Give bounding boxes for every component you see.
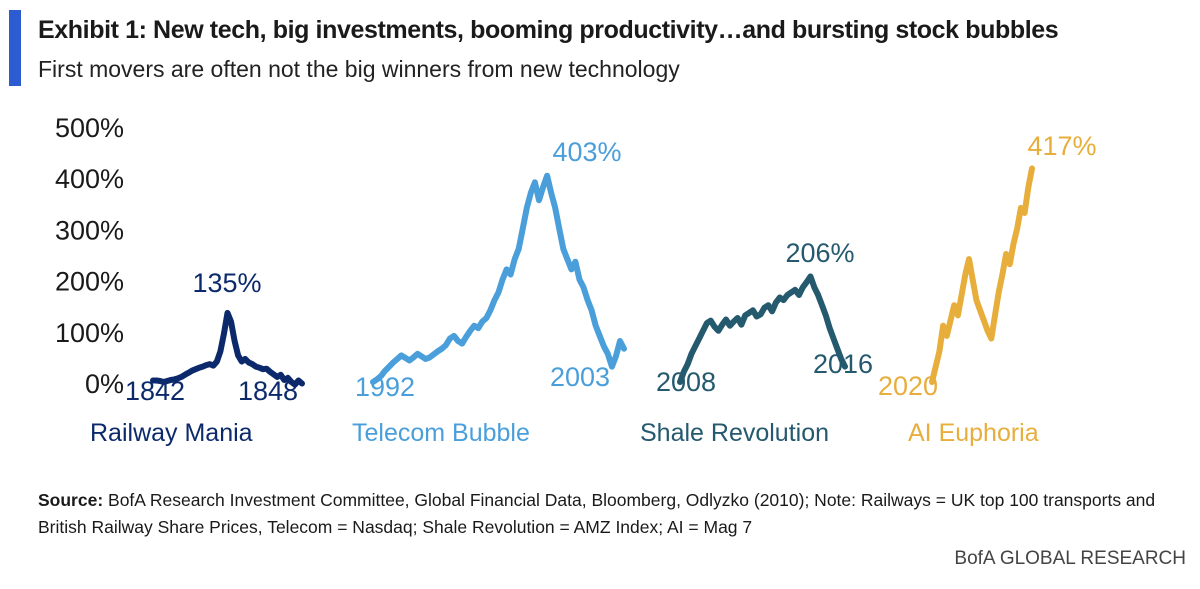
end-year-label: 2016 xyxy=(813,349,873,379)
series-name-label: Telecom Bubble xyxy=(352,419,530,447)
brand-label: BofA GLOBAL RESEARCH xyxy=(954,548,1186,569)
y-tick-label: 200% xyxy=(55,267,124,297)
series-name-label: AI Euphoria xyxy=(908,419,1039,447)
peak-value-label: 135% xyxy=(192,268,261,298)
source-label: Source: xyxy=(38,490,104,510)
series-line xyxy=(929,165,1035,385)
series-railway-mania: 1842 1848 135% Railway Mania xyxy=(90,268,305,447)
accent-bar xyxy=(9,10,21,86)
series-line xyxy=(677,273,848,385)
end-year-label: 1848 xyxy=(238,376,298,406)
peak-value-label: 403% xyxy=(552,137,621,167)
source-text: BofA Research Investment Committee, Glob… xyxy=(38,490,1156,537)
series-line xyxy=(150,309,305,388)
y-tick-label: 100% xyxy=(55,318,124,348)
source-note: Source: BofA Research Investment Committ… xyxy=(38,487,1178,541)
chart-title: Exhibit 1: New tech, big investments, bo… xyxy=(38,16,1059,44)
peak-value-label: 417% xyxy=(1027,131,1096,161)
y-tick-label: 0% xyxy=(85,369,124,399)
series-layer: 1842 1848 135% Railway Mania 1992 2003 403% Tel… xyxy=(90,131,1097,447)
y-axis: 0% 100% 200% 300% 400% 500% xyxy=(55,113,124,399)
series-telecom-bubble: 1992 2003 403% Telecom Bubble xyxy=(352,137,627,447)
y-tick-label: 400% xyxy=(55,164,124,194)
start-year-label: 2020 xyxy=(878,371,938,401)
y-tick-label: 300% xyxy=(55,215,124,245)
chart-subtitle: First movers are often not the big winne… xyxy=(38,56,680,82)
series-name-label: Railway Mania xyxy=(90,419,253,447)
y-tick-label: 500% xyxy=(55,113,124,143)
line-chart: 0% 100% 200% 300% 400% 500% 1842 1848 135% Railw… xyxy=(55,113,1097,447)
peak-value-label: 206% xyxy=(785,238,854,268)
series-name-label: Shale Revolution xyxy=(640,419,829,447)
series-ai-euphoria: 2020 417% AI Euphoria xyxy=(878,131,1097,447)
series-shale-revolution: 2008 2016 206% Shale Revolution xyxy=(640,238,873,447)
start-year-label: 1842 xyxy=(125,376,185,406)
series-line xyxy=(370,172,627,385)
start-year-label: 2008 xyxy=(656,367,716,397)
end-year-label: 2003 xyxy=(550,362,610,392)
start-year-label: 1992 xyxy=(355,372,415,402)
